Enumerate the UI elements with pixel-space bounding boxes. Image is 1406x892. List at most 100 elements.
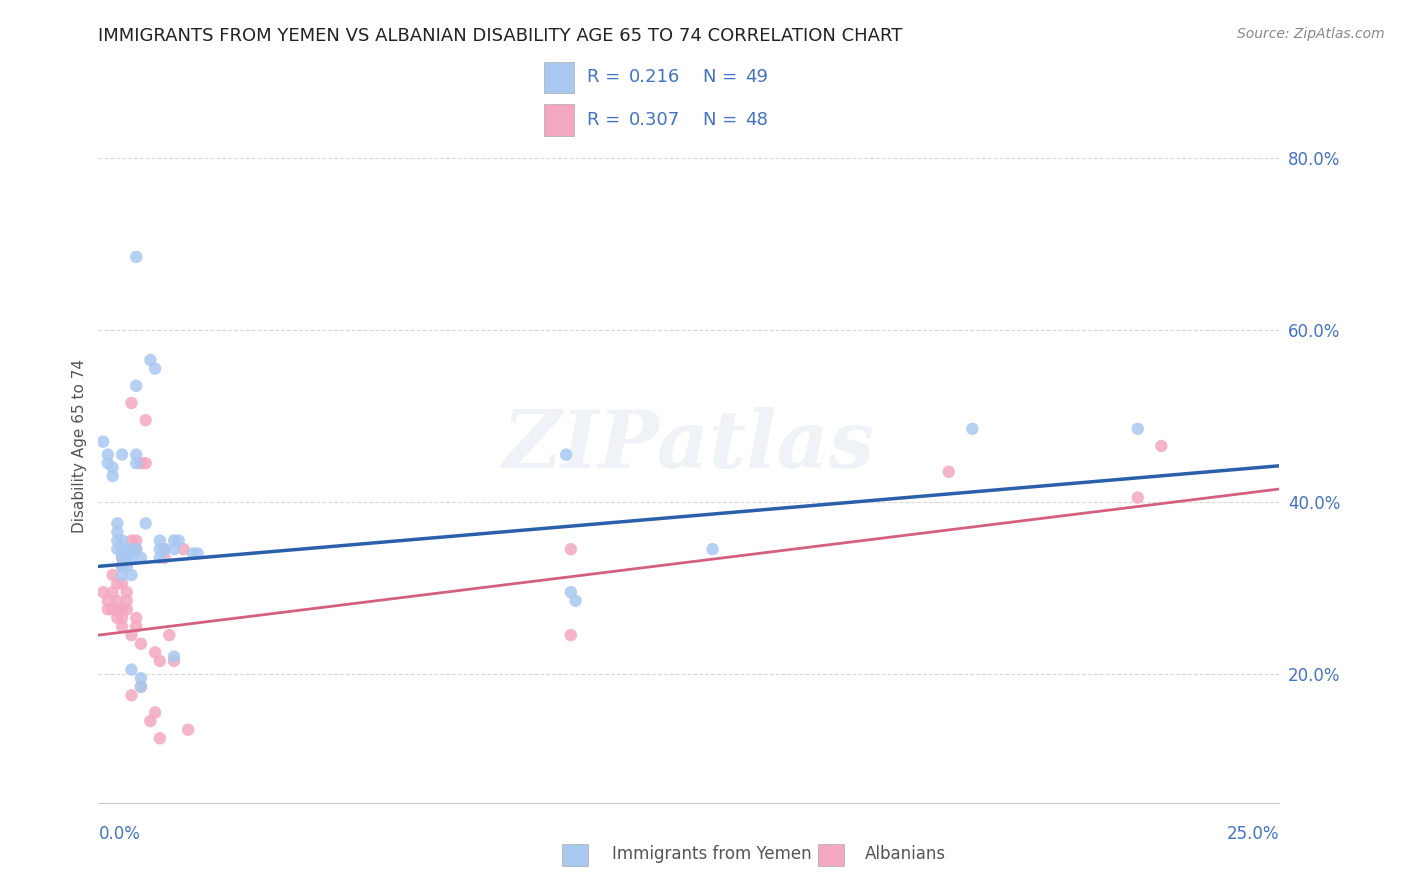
Point bbox=[962, 422, 984, 436]
Point bbox=[111, 576, 134, 591]
Text: Immigrants from Yemen: Immigrants from Yemen bbox=[612, 846, 811, 863]
Point bbox=[181, 546, 204, 560]
Point bbox=[135, 413, 157, 427]
Point bbox=[111, 533, 134, 548]
Text: N =: N = bbox=[703, 68, 742, 86]
Text: 49: 49 bbox=[745, 68, 768, 86]
Point bbox=[121, 628, 143, 642]
Point bbox=[105, 602, 128, 616]
Point bbox=[163, 654, 186, 668]
Point bbox=[143, 645, 166, 659]
Point bbox=[105, 516, 128, 531]
Text: 0.0%: 0.0% bbox=[98, 825, 141, 843]
Point bbox=[111, 619, 134, 633]
Point bbox=[115, 550, 138, 565]
Point bbox=[143, 361, 166, 376]
Point bbox=[111, 559, 134, 574]
Point bbox=[157, 628, 180, 642]
Point bbox=[115, 559, 138, 574]
Point bbox=[97, 602, 120, 616]
Point bbox=[101, 568, 124, 582]
Text: ZIPatlas: ZIPatlas bbox=[503, 408, 875, 484]
Point bbox=[129, 637, 152, 651]
Point bbox=[105, 576, 128, 591]
Point bbox=[125, 619, 148, 633]
Point bbox=[1150, 439, 1173, 453]
Point bbox=[1126, 422, 1149, 436]
Point bbox=[101, 460, 124, 475]
Point bbox=[101, 602, 124, 616]
Point bbox=[177, 723, 200, 737]
Point bbox=[105, 542, 128, 557]
Point bbox=[121, 533, 143, 548]
Point bbox=[111, 568, 134, 582]
Point bbox=[143, 706, 166, 720]
Point bbox=[129, 671, 152, 685]
Point bbox=[115, 593, 138, 607]
Point bbox=[115, 542, 138, 557]
Text: R =: R = bbox=[586, 68, 626, 86]
Point bbox=[125, 542, 148, 557]
Point bbox=[153, 542, 176, 557]
Point bbox=[125, 379, 148, 393]
Point bbox=[129, 680, 152, 694]
Point bbox=[121, 542, 143, 557]
Point bbox=[125, 456, 148, 470]
Text: 0.307: 0.307 bbox=[628, 111, 681, 128]
Point bbox=[139, 714, 162, 728]
Y-axis label: Disability Age 65 to 74: Disability Age 65 to 74 bbox=[72, 359, 87, 533]
Point bbox=[129, 456, 152, 470]
Point bbox=[125, 250, 148, 264]
Point bbox=[564, 593, 586, 607]
Point bbox=[97, 448, 120, 462]
Point bbox=[135, 516, 157, 531]
Point bbox=[121, 396, 143, 410]
Point bbox=[938, 465, 960, 479]
Point bbox=[560, 628, 582, 642]
Point bbox=[153, 542, 176, 557]
Point bbox=[105, 533, 128, 548]
Point bbox=[111, 542, 134, 557]
Text: Albanians: Albanians bbox=[865, 846, 946, 863]
Point bbox=[187, 546, 209, 560]
Point bbox=[121, 663, 143, 677]
Point bbox=[163, 649, 186, 664]
Text: N =: N = bbox=[703, 111, 742, 128]
Point bbox=[111, 550, 134, 565]
Text: IMMIGRANTS FROM YEMEN VS ALBANIAN DISABILITY AGE 65 TO 74 CORRELATION CHART: IMMIGRANTS FROM YEMEN VS ALBANIAN DISABI… bbox=[98, 27, 903, 45]
Point bbox=[111, 550, 134, 565]
Point bbox=[153, 550, 176, 565]
Point bbox=[702, 542, 724, 557]
Point bbox=[97, 593, 120, 607]
Point bbox=[172, 542, 194, 557]
Point bbox=[105, 593, 128, 607]
Text: 48: 48 bbox=[745, 111, 768, 128]
Point bbox=[121, 550, 143, 565]
Point bbox=[129, 680, 152, 694]
Point bbox=[125, 533, 148, 548]
Point bbox=[560, 542, 582, 557]
Point bbox=[111, 559, 134, 574]
Point bbox=[167, 533, 190, 548]
Point bbox=[101, 469, 124, 483]
Point bbox=[125, 611, 148, 625]
Point bbox=[111, 448, 134, 462]
Point bbox=[163, 542, 186, 557]
Point bbox=[149, 654, 172, 668]
Point bbox=[111, 602, 134, 616]
Point bbox=[91, 585, 114, 599]
Point bbox=[125, 542, 148, 557]
Point bbox=[121, 568, 143, 582]
Point bbox=[125, 448, 148, 462]
Point bbox=[149, 542, 172, 557]
Point bbox=[115, 585, 138, 599]
FancyBboxPatch shape bbox=[544, 104, 575, 136]
Point bbox=[139, 353, 162, 368]
Point bbox=[1126, 491, 1149, 505]
Text: Source: ZipAtlas.com: Source: ZipAtlas.com bbox=[1237, 27, 1385, 41]
Point bbox=[121, 689, 143, 703]
Point bbox=[105, 524, 128, 539]
Point bbox=[101, 585, 124, 599]
Point bbox=[555, 448, 578, 462]
Point bbox=[129, 550, 152, 565]
